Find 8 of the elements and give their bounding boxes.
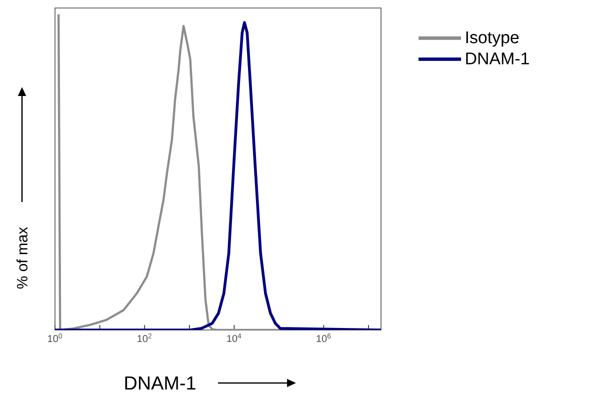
x-tick-label: 10$^{4}$ <box>227 334 242 342</box>
legend-label: DNAM-1 <box>466 52 529 64</box>
x-tick-label: 10$^{0}$ <box>48 334 62 342</box>
legend-label: Isotype <box>466 31 519 47</box>
x-tick-label: 10$^{6}$ <box>316 334 331 342</box>
y-axis-title: % of max <box>16 227 28 289</box>
x-tick-label: 10$^{2}$ <box>138 334 152 342</box>
x-axis-title: DNAM-1 <box>125 376 196 390</box>
